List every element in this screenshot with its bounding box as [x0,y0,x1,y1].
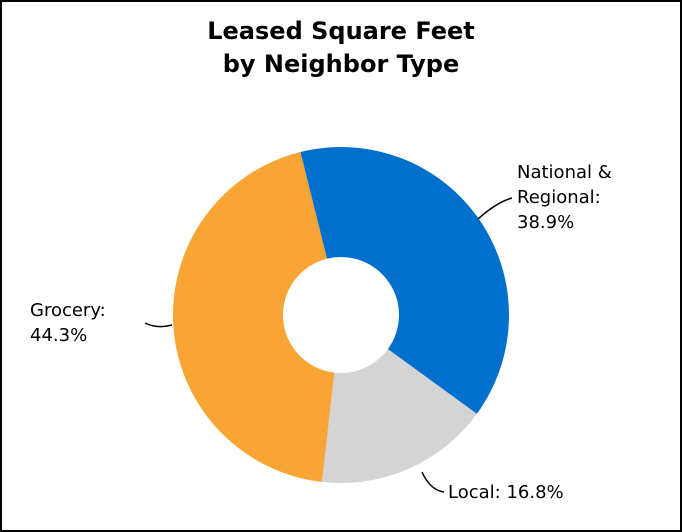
category-label: National & Regional: [517,162,612,208]
leader-line [144,322,173,328]
slice-label: Local: 16.8% [448,480,564,505]
slice-label: National & Regional: 38.9% [517,160,627,235]
slice-label: Grocery: 44.3% [30,298,106,348]
value-label: 16.8% [506,482,564,503]
donut-slice [321,349,477,483]
donut-slice [173,151,335,482]
category-label: Grocery: [30,300,106,321]
chart-title: Leased Square Feet [207,17,475,45]
donut-slice [300,147,509,414]
leader-line [421,471,445,493]
leader-line [477,197,513,220]
value-label: 38.9% [517,212,575,233]
chart-title: by Neighbor Type [223,50,460,78]
donut [173,147,509,483]
value-label: 44.3% [30,325,88,346]
category-label: Local: [448,482,501,503]
